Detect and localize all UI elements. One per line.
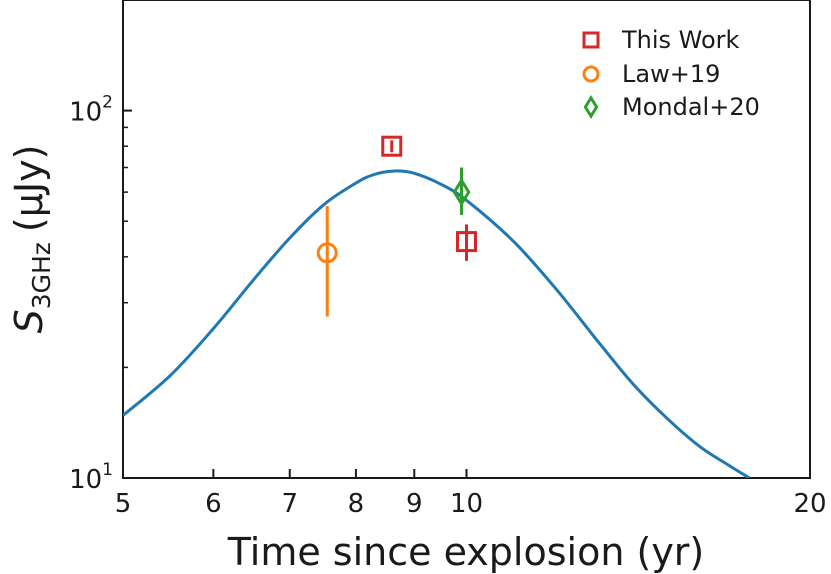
y-axis: 101 102 (69, 93, 132, 495)
data-point (452, 177, 471, 207)
x-tick-label: 6 (205, 489, 222, 519)
x-tick-label: 7 (281, 489, 298, 519)
y-axis-label-subscript: 3GHz (27, 242, 56, 309)
y-axis-label-unit: (μJy) (7, 145, 51, 233)
x-axis: 5 6 7 8 9 10 20 (115, 469, 827, 519)
legend-marker (583, 95, 599, 119)
data-point (316, 242, 338, 264)
data-point (456, 231, 477, 253)
x-tick-label: 9 (406, 489, 423, 519)
x-tick-label: 8 (348, 489, 365, 519)
x-axis-label: Time since explosion (yr) (227, 530, 705, 574)
x-tick-label: 10 (450, 489, 483, 519)
y-axis-label-symbol: S (7, 309, 51, 333)
legend-marker (582, 31, 600, 49)
model-curve (123, 169, 751, 478)
y-tick-label: 101 (69, 460, 113, 495)
legend-label: Law+19 (622, 60, 720, 88)
y-tick-label: 102 (69, 93, 113, 128)
y-axis-label: S3GHz (μJy) (7, 145, 56, 334)
legend-label: This Work (621, 26, 740, 54)
legend: This Work Law+19 Mondal+20 (582, 26, 760, 121)
legend-label: Mondal+20 (622, 93, 760, 121)
legend-marker (582, 65, 600, 83)
data-point (381, 135, 403, 157)
x-tick-label: 20 (793, 489, 826, 519)
x-tick-label: 5 (115, 489, 132, 519)
